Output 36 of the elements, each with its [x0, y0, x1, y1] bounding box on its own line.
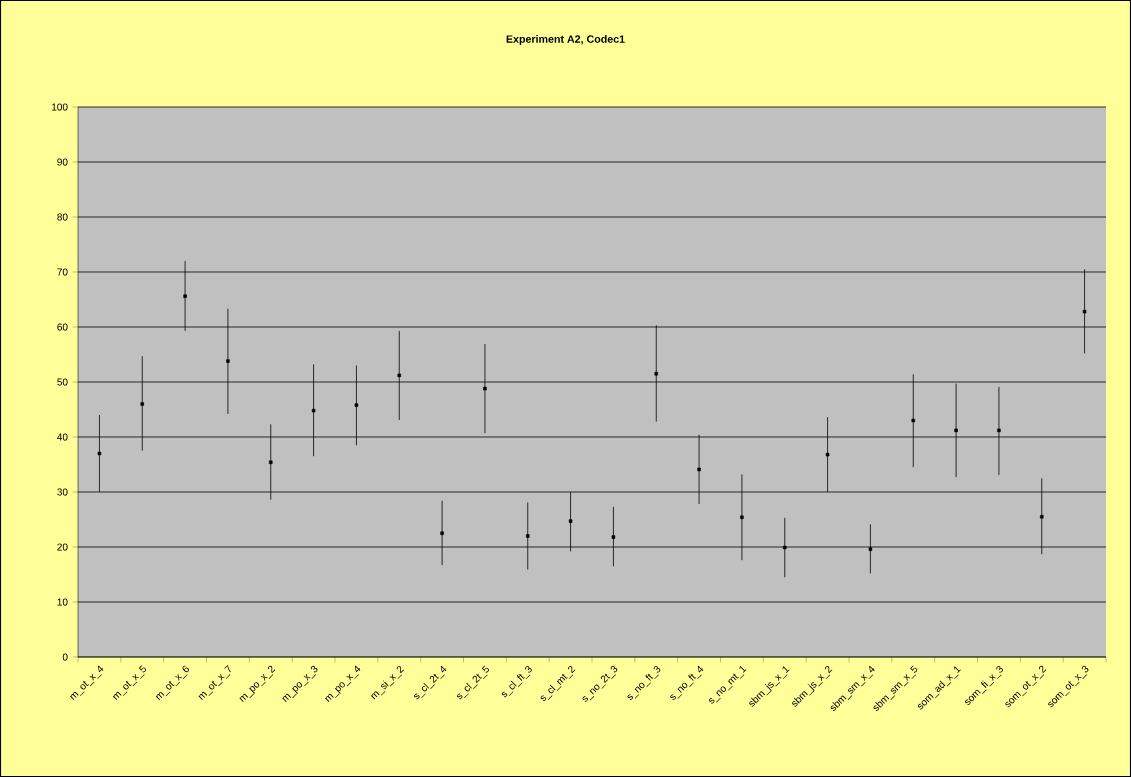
point: [354, 403, 359, 407]
point: [140, 402, 144, 406]
point: [611, 535, 616, 539]
y-tick-label: 100: [52, 103, 68, 111]
y-tick-label: 80: [57, 213, 68, 221]
point: [183, 294, 187, 298]
point: [526, 534, 530, 538]
point: [440, 531, 444, 535]
y-tick-label: 0: [62, 653, 68, 661]
point: [740, 515, 744, 520]
point: [226, 359, 230, 363]
y-tick-label: 20: [57, 543, 68, 551]
point: [568, 519, 573, 523]
point: [911, 418, 915, 423]
y-tick-label: 50: [57, 378, 68, 386]
point: [483, 386, 487, 391]
point: [997, 428, 1001, 433]
y-tick-label: 30: [57, 488, 68, 496]
y-tick-label: 90: [57, 158, 68, 166]
y-tick-label: 10: [57, 598, 68, 606]
point: [269, 460, 273, 465]
point: [311, 408, 316, 413]
point: [954, 428, 958, 433]
point: [783, 545, 787, 550]
point: [1082, 309, 1087, 314]
point: [97, 451, 102, 456]
y-tick-label: 70: [57, 268, 68, 276]
point: [397, 373, 401, 378]
point: [1040, 515, 1044, 519]
y-tick-label: 60: [57, 323, 68, 331]
point: [654, 372, 658, 376]
point: [825, 452, 830, 457]
point: [697, 467, 701, 472]
chart-title: Experiment A2, Codec1: [506, 35, 625, 45]
y-tick-label: 40: [57, 433, 68, 441]
point: [868, 547, 873, 551]
